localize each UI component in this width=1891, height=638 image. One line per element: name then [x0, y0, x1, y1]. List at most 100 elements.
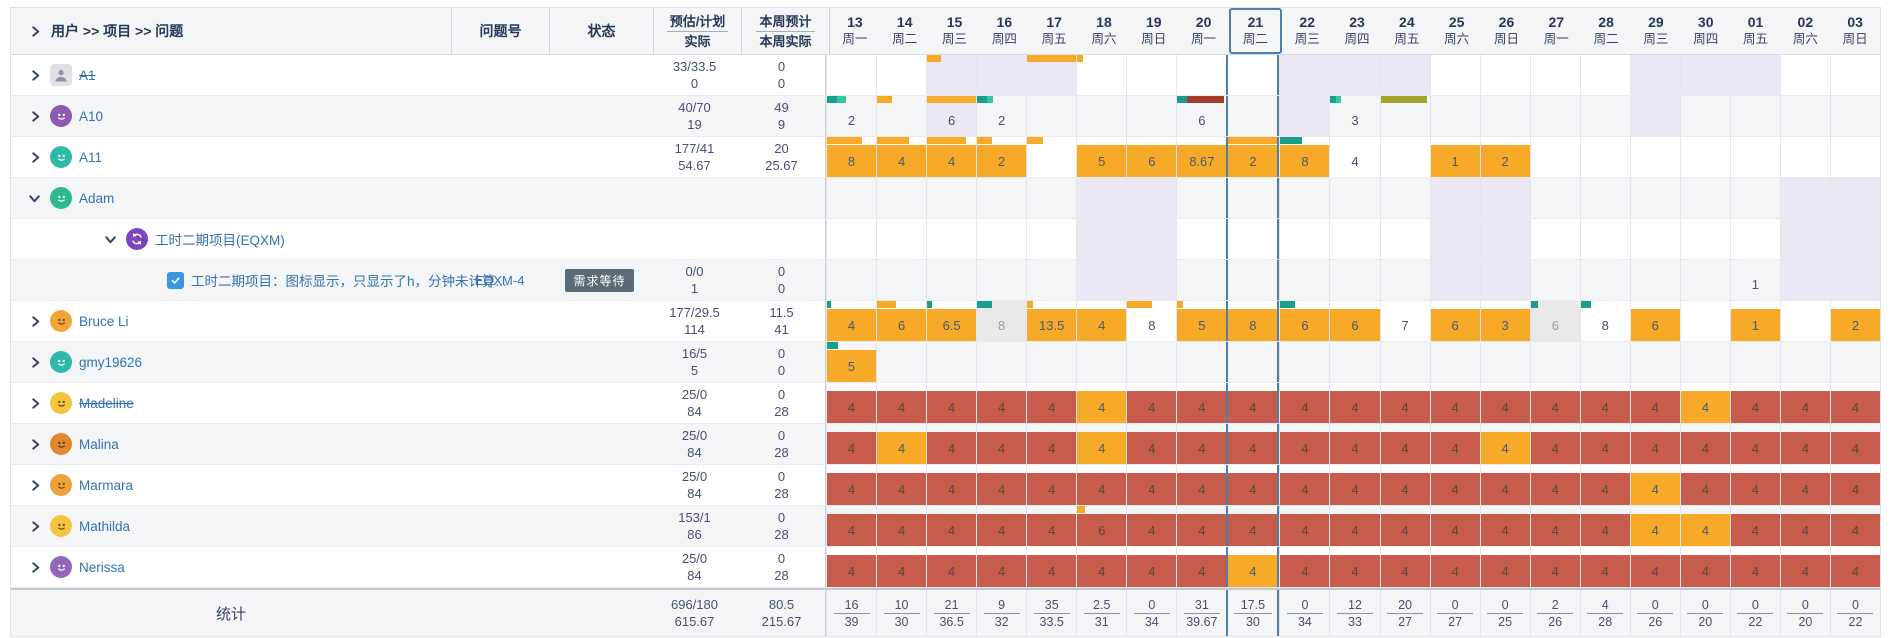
issue-key-link[interactable]: EQXM-4: [474, 272, 525, 288]
timeline-cell[interactable]: [1829, 55, 1880, 95]
timeline-cell[interactable]: [1026, 178, 1076, 218]
timeline-cell[interactable]: [1729, 96, 1780, 136]
timeline-cell[interactable]: [826, 178, 876, 218]
timeline-cell[interactable]: 4: [1629, 465, 1680, 505]
user-name-link[interactable]: gmy19626: [79, 354, 143, 370]
timeline-cell[interactable]: 4: [1176, 547, 1227, 587]
timeline-cell[interactable]: 4: [1779, 465, 1830, 505]
timeline-cell[interactable]: 4: [1379, 465, 1430, 505]
timeline-cell[interactable]: [1279, 55, 1330, 95]
timeline-cell[interactable]: [826, 55, 876, 95]
timeline-cell[interactable]: [1579, 178, 1630, 218]
timeline-cell[interactable]: 4: [1226, 547, 1280, 587]
timeline-cell[interactable]: 8.67: [1176, 137, 1227, 177]
timeline-cell[interactable]: [1629, 260, 1680, 300]
timeline-cell[interactable]: [1579, 342, 1630, 382]
timeline-cell[interactable]: [1729, 178, 1780, 218]
timeline-cell[interactable]: [1226, 55, 1280, 95]
timeline-cell[interactable]: [1176, 178, 1226, 218]
timeline-cell[interactable]: 4: [1279, 424, 1330, 464]
timeline-cell[interactable]: [1279, 342, 1329, 382]
timeline-cell[interactable]: [1679, 301, 1730, 341]
timeline-cell[interactable]: 4: [1026, 506, 1077, 546]
timeline-cell[interactable]: [1529, 178, 1580, 218]
timeline-cell[interactable]: 4: [1226, 383, 1280, 423]
row-expand-chevron-icon[interactable]: [27, 559, 43, 575]
row-expand-chevron-icon[interactable]: [27, 67, 43, 83]
expand-all-chevron-icon[interactable]: [27, 23, 43, 39]
timeline-cell[interactable]: [1479, 342, 1530, 382]
timeline-cell[interactable]: [976, 342, 1026, 382]
timeline-cell[interactable]: [976, 219, 1026, 259]
timeline-cell[interactable]: 4: [1026, 383, 1077, 423]
timeline-cell[interactable]: 4: [1779, 383, 1830, 423]
timeline-cell[interactable]: 4: [1579, 424, 1630, 464]
timeline-cell[interactable]: 4: [926, 137, 977, 177]
timeline-cell[interactable]: 4: [1629, 424, 1680, 464]
timeline-cell[interactable]: 4: [1579, 547, 1630, 587]
row-expand-chevron-icon[interactable]: [27, 518, 43, 534]
timeline-cell[interactable]: [826, 219, 876, 259]
timeline-cell[interactable]: 4: [1379, 424, 1430, 464]
timeline-cell[interactable]: [1429, 260, 1480, 300]
timeline-cell[interactable]: [976, 55, 1027, 95]
timeline-cell[interactable]: 4: [976, 424, 1027, 464]
timeline-cell[interactable]: 6: [1529, 301, 1580, 341]
timeline-cell[interactable]: 6: [1629, 301, 1680, 341]
timeline-cell[interactable]: [1226, 219, 1280, 259]
timeline-cell[interactable]: 4: [826, 383, 877, 423]
timeline-cell[interactable]: [1379, 55, 1430, 95]
timeline-cell[interactable]: 4: [1579, 506, 1630, 546]
timeline-cell[interactable]: [1226, 178, 1280, 218]
timeline-cell[interactable]: 2: [976, 96, 1026, 136]
timeline-cell[interactable]: 4: [1076, 465, 1127, 505]
timeline-cell[interactable]: 4: [1829, 424, 1880, 464]
timeline-cell[interactable]: [1529, 55, 1580, 95]
user-name-link[interactable]: A1: [79, 67, 96, 83]
timeline-cell[interactable]: 4: [826, 547, 877, 587]
timeline-cell[interactable]: 4: [1076, 424, 1127, 464]
timeline-cell[interactable]: [1779, 55, 1830, 95]
timeline-cell[interactable]: [1629, 96, 1680, 136]
timeline-cell[interactable]: 8: [1126, 301, 1176, 341]
timeline-cell[interactable]: 4: [1429, 383, 1480, 423]
timeline-cell[interactable]: [1579, 219, 1630, 259]
timeline-cell[interactable]: [1379, 342, 1430, 382]
timeline-cell[interactable]: [1026, 260, 1076, 300]
timeline-cell[interactable]: 4: [1226, 465, 1280, 505]
timeline-cell[interactable]: 1: [1729, 301, 1780, 341]
project-name-link[interactable]: 工时二期项目(EQXM): [155, 233, 285, 248]
timeline-cell[interactable]: 4: [1679, 547, 1730, 587]
timeline-cell[interactable]: 4: [1829, 506, 1880, 546]
timeline-cell[interactable]: 4: [876, 137, 927, 177]
timeline-cell[interactable]: [1829, 342, 1880, 382]
timeline-cell[interactable]: [1126, 219, 1177, 259]
timeline-cell[interactable]: [926, 260, 976, 300]
row-expand-chevron-icon[interactable]: [27, 436, 43, 452]
timeline-cell[interactable]: [1279, 260, 1329, 300]
timeline-cell[interactable]: [1076, 178, 1127, 218]
timeline-cell[interactable]: [1579, 137, 1630, 177]
timeline-cell[interactable]: [1629, 178, 1680, 218]
timeline-cell[interactable]: 4: [1176, 424, 1227, 464]
timeline-cell[interactable]: 4: [1429, 424, 1480, 464]
timeline-cell[interactable]: 1: [1429, 137, 1480, 177]
timeline-cell[interactable]: 4: [1329, 424, 1380, 464]
timeline-cell[interactable]: 6.5: [926, 301, 977, 341]
timeline-cell[interactable]: 4: [826, 506, 877, 546]
timeline-cell[interactable]: 4: [1579, 383, 1630, 423]
timeline-cell[interactable]: [1176, 260, 1226, 300]
timeline-cell[interactable]: [1779, 219, 1830, 259]
timeline-cell[interactable]: 4: [1226, 424, 1280, 464]
timeline-cell[interactable]: [1329, 219, 1379, 259]
timeline-cell[interactable]: 6: [1176, 96, 1226, 136]
timeline-cell[interactable]: [1026, 96, 1076, 136]
timeline-cell[interactable]: 4: [876, 383, 927, 423]
timeline-cell[interactable]: [876, 342, 926, 382]
timeline-cell[interactable]: [1629, 219, 1680, 259]
timeline-cell[interactable]: 4: [1479, 547, 1530, 587]
timeline-cell[interactable]: [1479, 55, 1530, 95]
timeline-cell[interactable]: 4: [1429, 465, 1480, 505]
timeline-cell[interactable]: [1429, 219, 1480, 259]
timeline-cell[interactable]: 4: [1529, 506, 1580, 546]
